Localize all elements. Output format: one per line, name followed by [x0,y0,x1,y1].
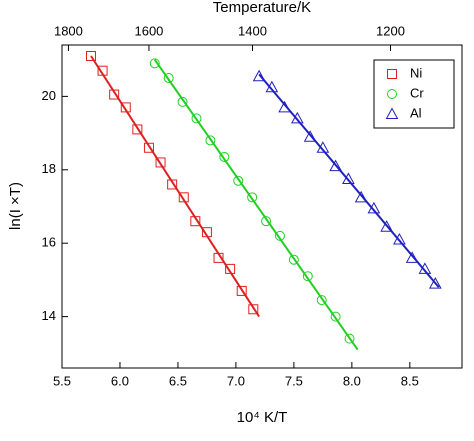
x2-tick-label: 1200 [376,23,405,38]
marker [109,89,120,100]
marker [247,192,258,203]
y-tick-label: 14 [42,308,56,323]
y-tick-label: 18 [42,161,56,176]
x-tick-label: 6.5 [169,373,187,388]
x-tick-label: 5.5 [53,373,71,388]
x-tick-label: 8.0 [343,373,361,388]
marker [236,285,247,296]
marker [233,175,244,186]
legend-label: Al [410,105,422,120]
fit-line [90,55,260,318]
marker [85,51,96,62]
marker [428,277,442,289]
marker [261,216,272,227]
marker [342,172,355,184]
x2-tick-label: 1800 [54,23,83,38]
marker [330,311,341,322]
x2-tick-label: 1600 [134,23,163,38]
marker [178,192,189,203]
x2-axis-title: Temperature/K [213,0,311,16]
marker [393,232,406,245]
marker [288,254,299,265]
marker [329,159,342,172]
fit-line [153,59,359,351]
y-axis-title: ln(I ×T) [7,182,24,230]
legend-label: Cr [410,85,424,100]
marker [248,304,259,315]
marker [354,190,368,203]
marker [143,142,154,153]
x-tick-label: 7.5 [285,373,303,388]
marker [380,220,393,232]
marker [163,73,174,84]
marker [252,69,266,82]
x2-tick-label: 1400 [238,23,267,38]
fit-line [258,73,440,288]
y-tick-label: 20 [42,88,56,103]
marker [205,135,216,146]
marker [303,130,317,142]
marker [344,333,355,344]
y-tick-label: 16 [42,235,56,250]
plot-frame [61,44,463,369]
marker [387,69,397,79]
marker [316,295,327,306]
x-tick-label: 8.5 [401,373,419,388]
marker [387,89,397,99]
marker [177,96,188,107]
marker [219,151,230,162]
x-tick-label: 7.0 [227,373,245,388]
marker [191,113,202,124]
marker [132,124,143,135]
marker [302,271,313,282]
x-tick-label: 6.0 [111,373,129,388]
marker [120,102,131,113]
marker [385,107,399,119]
marker [149,58,160,69]
legend-label: Ni [410,65,422,80]
marker [155,157,166,168]
x-axis-title: 10⁴ K/T [237,409,288,426]
